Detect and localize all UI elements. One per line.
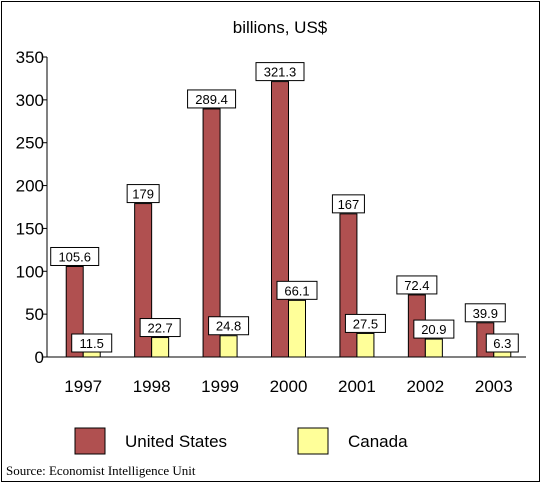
- y-tick-label: 200: [16, 177, 44, 196]
- y-tick-label: 0: [35, 348, 44, 367]
- y-tick-label: 300: [16, 91, 44, 110]
- data-labels: 105.6 11.5 179 22.7 289.4 24.8 321.3 66.1 167 27.…: [50, 62, 519, 353]
- legend-swatch: [74, 427, 106, 455]
- data-label-canada: 24.8: [208, 316, 250, 336]
- bar-canada: [356, 332, 375, 358]
- data-label-united-states: 105.6: [50, 246, 100, 266]
- data-label-united-states: 321.3: [255, 62, 305, 82]
- legend-label: United States: [125, 432, 227, 451]
- x-tick-label: 1998: [133, 377, 171, 396]
- data-label-united-states: 289.4: [187, 89, 237, 109]
- data-label-text: 167: [338, 197, 360, 212]
- data-label-text: 289.4: [195, 92, 228, 107]
- data-label-text: 179: [132, 187, 154, 202]
- data-label-text: 20.9: [421, 322, 446, 337]
- data-label-box: [413, 319, 455, 339]
- x-tick-label: 1997: [64, 377, 102, 396]
- data-label-text: 72.4: [404, 278, 429, 293]
- data-label-united-states: 39.9: [464, 303, 506, 323]
- bar-united-states: [271, 81, 289, 358]
- data-label-canada: 6.3: [485, 333, 519, 353]
- legend: United States Canada: [74, 427, 408, 455]
- data-label-text: 39.9: [473, 306, 498, 321]
- data-label-canada: 11.5: [71, 333, 113, 353]
- source-note: Source: Economist Intelligence Unit: [6, 463, 196, 478]
- data-label-text: 27.5: [353, 316, 378, 331]
- data-label-box: [396, 275, 438, 295]
- chart-title: billions, US$: [233, 18, 328, 37]
- bar-canada: [424, 338, 443, 358]
- data-label-text: 24.8: [216, 319, 241, 334]
- x-tick-label: 2000: [270, 377, 308, 396]
- x-tick-label: 2001: [338, 377, 376, 396]
- data-label-box: [50, 246, 100, 266]
- data-label-united-states: 167: [331, 194, 365, 214]
- bar-united-states: [339, 213, 358, 358]
- data-label-box: [485, 333, 519, 353]
- data-label-united-states: 72.4: [396, 275, 438, 295]
- x-tick-label: 1999: [201, 377, 239, 396]
- x-tick-label: 2003: [475, 377, 513, 396]
- y-tick-label: 350: [16, 48, 44, 67]
- legend-item-united-states: United States: [74, 427, 227, 455]
- data-label-text: 11.5: [80, 336, 104, 351]
- data-label-box: [276, 280, 318, 300]
- data-label-text: 321.3: [264, 65, 297, 80]
- data-label-box: [139, 318, 181, 338]
- data-label-box: [344, 313, 386, 333]
- data-label-canada: 66.1: [276, 280, 318, 300]
- bar-canada: [219, 335, 238, 358]
- data-label-canada: 20.9: [413, 319, 455, 339]
- data-label-canada: 27.5: [344, 313, 386, 333]
- bar-united-states: [202, 108, 221, 358]
- data-label-box: [208, 316, 250, 336]
- data-label-box: [126, 184, 160, 204]
- bar-canada: [151, 337, 170, 358]
- data-label-box: [331, 194, 365, 214]
- data-label-united-states: 179: [126, 184, 160, 204]
- data-label-canada: 22.7: [139, 318, 181, 338]
- data-label-box: [464, 303, 506, 323]
- data-label-text: 6.3: [493, 336, 511, 351]
- legend-swatch: [297, 427, 329, 455]
- legend-label: Canada: [348, 432, 408, 451]
- legend-item-canada: Canada: [297, 427, 408, 455]
- bars: [65, 81, 512, 358]
- y-tick-label: 250: [16, 134, 44, 153]
- y-tick-label: 100: [16, 262, 44, 281]
- bar-canada: [288, 299, 306, 358]
- tick-labels: 0 50 100 150 200 250 300 350 1997 1998 1999 2000 200…: [16, 48, 513, 396]
- y-tick-label: 50: [25, 305, 44, 324]
- data-label-box: [71, 333, 113, 353]
- data-label-text: 66.1: [284, 283, 309, 298]
- data-label-text: 105.6: [58, 249, 91, 264]
- x-tick-label: 2002: [406, 377, 444, 396]
- data-label-box: [255, 62, 305, 82]
- data-label-text: 22.7: [147, 321, 172, 336]
- data-label-box: [187, 89, 237, 109]
- y-tick-label: 150: [16, 219, 44, 238]
